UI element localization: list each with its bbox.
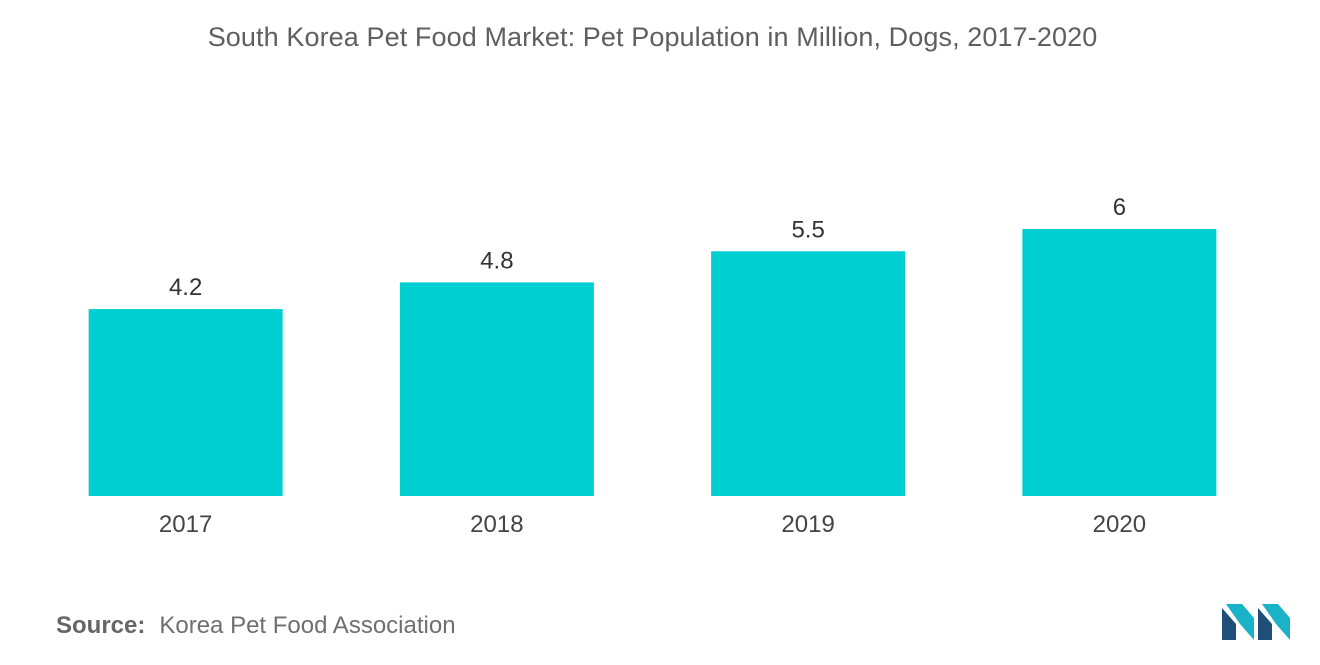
bar-2019 [711, 251, 906, 496]
x-tick-label-2019: 2019 [781, 511, 834, 538]
x-tick-label-2018: 2018 [470, 511, 523, 538]
x-tick-label-2020: 2020 [1093, 511, 1146, 538]
bar-2018 [399, 282, 594, 496]
chart-title: South Korea Pet Food Market: Pet Populat… [207, 22, 1098, 52]
bar-2020 [1022, 229, 1217, 496]
source-text: Korea Pet Food Association [159, 612, 456, 639]
bar-chart: 4.2 2017 4.8 2018 5.5 2019 6 2020 [88, 194, 1217, 538]
source-note: Source: Korea Pet Food Association [56, 612, 456, 640]
mordor-intelligence-logo-icon [1222, 604, 1290, 640]
bar-2017 [88, 309, 283, 496]
value-label-2019: 5.5 [791, 216, 824, 243]
value-label-2017: 4.2 [169, 274, 202, 301]
source-label: Source: [56, 612, 146, 639]
value-label-2020: 6 [1113, 194, 1126, 221]
value-label-2018: 4.8 [480, 247, 513, 274]
x-tick-label-2017: 2017 [159, 511, 212, 538]
